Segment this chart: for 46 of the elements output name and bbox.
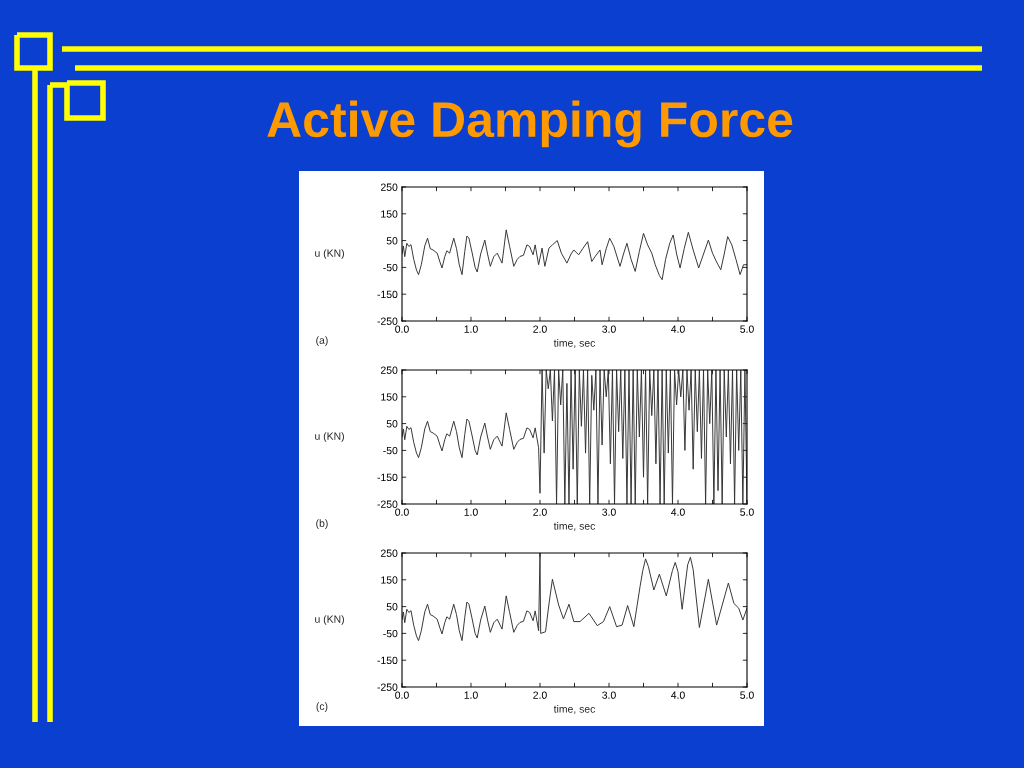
y-tick-label: -250: [377, 317, 398, 325]
y-tick-label: -150: [377, 290, 398, 299]
y-tick-label: -50: [383, 629, 398, 638]
y-axis-title: u (KN): [315, 249, 344, 259]
x-axis-title: time, sec: [553, 522, 596, 531]
y-tick-label: 250: [380, 183, 398, 191]
y-tick-label: 250: [380, 366, 398, 374]
y-tick-label: 250: [380, 549, 398, 557]
x-tick-label: 5.0: [740, 508, 754, 516]
y-tick-label: 50: [386, 603, 398, 611]
x-tick-label: 3.0: [602, 508, 616, 516]
text: (b): [316, 519, 328, 529]
y-tick-label: -250: [377, 683, 398, 691]
y-tick-label: -50: [383, 446, 398, 455]
x-tick-label: 1.0: [464, 508, 478, 516]
x-tick-label: 0.0: [395, 325, 409, 333]
x-tick-label: 4.0: [671, 325, 685, 333]
x-tick-label: 0.0: [395, 508, 409, 516]
x-tick-label: 4.0: [671, 508, 685, 516]
y-tick-label: -250: [377, 500, 398, 508]
x-tick-label: 0.0: [395, 691, 409, 699]
y-tick-label: 150: [381, 393, 398, 401]
x-tick-label: 5.0: [740, 691, 754, 699]
x-tick-label: 2.0: [533, 325, 547, 333]
x-tick-label: 5.0: [740, 325, 754, 333]
y-tick-label: -150: [377, 473, 398, 482]
x-tick-label: 4.0: [671, 691, 685, 699]
x-tick-label: 3.0: [602, 691, 616, 699]
x-tick-label: 3.0: [602, 325, 616, 333]
chart-title: Active Damping Force: [267, 100, 793, 148]
x-tick-label: 1.0: [464, 691, 478, 699]
x-tick-label: 2.0: [533, 691, 547, 699]
y-tick-label: 50: [386, 237, 398, 245]
y-tick-label: 150: [381, 576, 398, 584]
x-tick-label: 1.0: [464, 325, 478, 333]
x-axis-title: time, sec: [553, 339, 596, 348]
y-axis-title: u (KN): [315, 432, 344, 442]
text: (a): [316, 336, 328, 346]
x-axis-title: time, sec: [553, 705, 596, 714]
x-tick-label: 2.0: [533, 508, 547, 516]
y-axis-title: u (KN): [315, 615, 344, 625]
y-tick-label: -150: [377, 656, 398, 665]
text: (c): [316, 702, 328, 712]
y-tick-label: 150: [381, 210, 398, 218]
y-tick-label: -50: [383, 263, 398, 272]
y-tick-label: 50: [386, 420, 398, 428]
